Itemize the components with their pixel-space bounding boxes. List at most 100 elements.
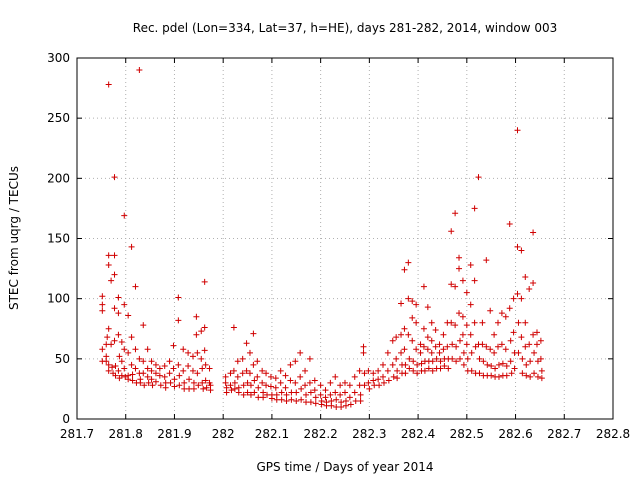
data-point — [317, 391, 324, 398]
data-point — [111, 252, 118, 259]
data-point — [394, 375, 401, 382]
data-point — [105, 261, 112, 268]
data-point — [361, 382, 368, 389]
data-point — [508, 370, 515, 377]
data-point — [201, 347, 208, 354]
data-point — [267, 383, 274, 390]
data-point — [121, 301, 128, 308]
y-tick-label: 300 — [47, 51, 70, 65]
data-point — [406, 365, 413, 372]
data-point — [480, 358, 487, 365]
data-point — [115, 331, 122, 338]
data-point — [538, 375, 545, 382]
data-point — [136, 67, 143, 74]
data-point — [312, 400, 319, 407]
data-point — [136, 355, 143, 362]
data-point — [144, 373, 151, 380]
data-point — [432, 326, 439, 333]
data-point — [337, 382, 344, 389]
data-point — [356, 367, 363, 374]
data-point — [375, 367, 382, 374]
data-point — [297, 349, 304, 356]
data-point — [476, 370, 483, 377]
data-point — [244, 389, 251, 396]
data-point — [111, 305, 118, 312]
data-point — [436, 341, 443, 348]
data-point — [148, 376, 155, 383]
data-point — [342, 379, 348, 386]
data-point — [511, 365, 518, 372]
data-point — [198, 328, 205, 335]
data-point — [491, 331, 498, 338]
data-point — [514, 290, 521, 297]
data-point — [449, 355, 456, 362]
data-point — [351, 389, 358, 396]
data-point — [239, 370, 246, 377]
data-point — [161, 373, 168, 380]
data-point — [259, 379, 266, 386]
data-point — [393, 355, 400, 362]
data-point — [347, 401, 354, 408]
data-point — [417, 341, 424, 348]
data-point — [99, 301, 106, 308]
data-point — [488, 363, 495, 370]
data-point — [537, 337, 544, 344]
data-point — [515, 319, 522, 326]
data-point — [199, 365, 206, 372]
data-point — [463, 341, 470, 348]
data-point — [413, 346, 420, 353]
data-point — [277, 367, 284, 374]
data-point — [128, 334, 135, 341]
data-point — [346, 394, 353, 401]
data-point — [195, 382, 202, 389]
data-point — [468, 367, 475, 374]
data-point — [526, 341, 533, 348]
data-point — [283, 397, 290, 404]
data-point — [302, 367, 309, 374]
data-point — [413, 301, 420, 308]
x-tick-label: 282.4 — [401, 427, 435, 441]
data-point — [448, 228, 455, 235]
data-point — [506, 221, 513, 228]
x-tick-label: 282.6 — [498, 427, 532, 441]
data-point — [357, 397, 364, 404]
data-point — [370, 377, 377, 384]
data-point — [491, 349, 498, 356]
data-point — [201, 278, 208, 285]
data-point — [272, 384, 279, 391]
data-point — [401, 266, 408, 273]
data-point — [129, 377, 136, 384]
data-point — [332, 389, 339, 396]
data-point — [375, 376, 382, 383]
data-point — [128, 361, 135, 368]
x-tick-label: 281.7 — [60, 427, 94, 441]
data-point — [297, 373, 304, 380]
data-point — [393, 334, 400, 341]
data-point — [327, 379, 334, 386]
data-point — [471, 277, 478, 284]
data-point — [307, 399, 314, 406]
data-point — [437, 365, 444, 372]
data-point — [251, 389, 258, 396]
data-point — [121, 346, 128, 353]
data-point — [522, 319, 529, 326]
data-point — [495, 343, 502, 350]
data-point — [199, 379, 206, 386]
x-tick-label: 282 — [212, 427, 235, 441]
data-point — [414, 370, 421, 377]
data-point — [246, 349, 253, 356]
data-point — [333, 396, 340, 403]
data-point — [140, 370, 147, 377]
data-point — [137, 379, 144, 386]
data-point — [193, 313, 200, 320]
data-point — [327, 391, 334, 398]
data-point — [278, 389, 285, 396]
data-point — [190, 385, 197, 392]
data-point — [365, 367, 372, 374]
data-point — [424, 346, 431, 353]
data-point — [99, 346, 106, 353]
data-point — [198, 355, 205, 362]
data-point — [428, 349, 435, 356]
data-point — [112, 363, 119, 370]
data-point — [203, 384, 210, 391]
